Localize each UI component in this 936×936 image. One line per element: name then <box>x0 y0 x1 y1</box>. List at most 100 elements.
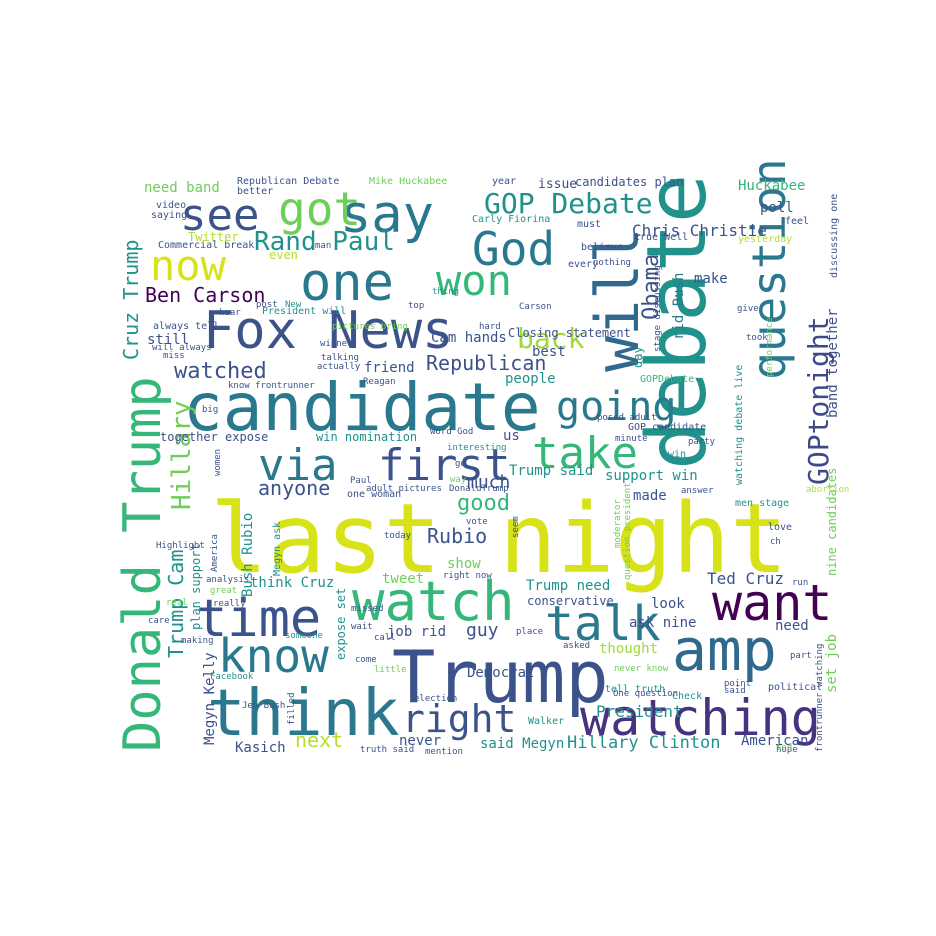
cloud-word: part <box>790 651 812 661</box>
cloud-word: top <box>408 301 424 311</box>
cloud-word: Jeb Bush <box>242 701 285 711</box>
cloud-word: guy <box>466 620 499 641</box>
cloud-word: Megyn Kelly <box>202 652 218 745</box>
cloud-word: day <box>631 346 645 368</box>
cloud-word: nothing <box>593 258 631 268</box>
cloud-word: Paul <box>350 476 372 486</box>
cloud-word: Trump Cam <box>164 550 188 658</box>
cloud-word: issue <box>538 177 577 192</box>
cloud-word: us <box>503 428 520 444</box>
cloud-word: Commercial break <box>158 240 254 251</box>
cloud-word: Ted Cruz <box>707 569 784 588</box>
cloud-word: Reagan <box>363 377 396 387</box>
cloud-word: interesting <box>447 443 507 453</box>
cloud-word: GOPDebate <box>640 374 694 385</box>
cloud-word: point <box>724 679 751 689</box>
cloud-word: fed <box>776 743 792 753</box>
cloud-word: conservative <box>527 594 614 608</box>
cloud-word: actually <box>317 362 361 372</box>
cloud-word: took <box>746 333 768 343</box>
cloud-word: GOPtonight <box>802 316 835 485</box>
cloud-word: hear <box>219 308 241 318</box>
cloud-word: talk <box>545 596 661 652</box>
cloud-word: Huckabee <box>738 178 805 194</box>
cloud-word: tweet <box>382 571 424 587</box>
cloud-word: know <box>218 629 329 683</box>
cloud-word: making <box>181 636 214 646</box>
cloud-word: New <box>285 300 302 310</box>
cloud-word: Democrat <box>467 665 534 681</box>
cloud-word: miss <box>163 351 185 361</box>
cloud-word: good <box>457 491 510 516</box>
cloud-word: year <box>492 176 516 187</box>
cloud-word: together expose <box>160 430 268 444</box>
cloud-word: watching <box>580 689 821 747</box>
cloud-word: candidate <box>183 369 541 446</box>
cloud-word: election <box>414 694 457 704</box>
cloud-word: President <box>596 702 683 721</box>
cloud-word: party <box>688 437 716 447</box>
cloud-word: American <box>741 733 808 749</box>
cloud-word: Rand Paul <box>254 227 395 257</box>
cloud-word: moderator <box>613 499 623 548</box>
cloud-word: got <box>278 182 361 236</box>
cloud-word: now <box>150 241 227 290</box>
cloud-word: nine candidates <box>825 468 839 576</box>
cloud-word: Cruz Trump <box>119 240 143 360</box>
cloud-word: word God <box>430 427 473 437</box>
cloud-word: feel <box>785 216 809 227</box>
cloud-word: winner <box>320 339 353 349</box>
cloud-word: man <box>315 241 331 251</box>
cloud-word: take <box>532 428 638 479</box>
cloud-word: run <box>792 578 808 588</box>
cloud-word: Trump <box>392 635 609 719</box>
cloud-word: post <box>256 300 278 310</box>
cloud-word: always tell <box>153 321 219 332</box>
cloud-word: mention <box>425 747 463 757</box>
cloud-word: even <box>269 248 298 262</box>
cloud-word: today <box>384 531 412 541</box>
cloud-word: believe <box>581 242 623 253</box>
cloud-word: need band <box>144 180 220 196</box>
cloud-word: think <box>207 677 400 751</box>
cloud-word: America <box>210 534 220 572</box>
cloud-word: one <box>300 253 394 313</box>
cloud-word: come <box>355 655 377 665</box>
cloud-word: way <box>450 475 467 485</box>
cloud-word: Check <box>672 691 702 702</box>
cloud-word: think Cruz <box>250 575 334 591</box>
cloud-word: answer <box>681 486 714 496</box>
cloud-word: must <box>577 219 601 230</box>
cloud-word: go <box>455 459 466 469</box>
cloud-word: give <box>737 304 759 314</box>
cloud-word: Rubio <box>427 524 487 548</box>
cloud-word: Trump need <box>526 578 610 594</box>
cloud-word: show <box>447 556 481 572</box>
cloud-word: true Well <box>634 232 688 243</box>
cloud-word: love <box>768 522 792 533</box>
cloud-word: men stage <box>735 498 789 509</box>
cloud-word: won <box>436 256 512 305</box>
cloud-word: Carly Fiorina <box>472 214 550 225</box>
cloud-word: expose set <box>334 588 348 660</box>
cloud-word: every <box>568 259 598 270</box>
cloud-word: watching debate live <box>734 365 745 485</box>
cloud-word: see <box>180 190 259 241</box>
cloud-word: hope <box>776 745 798 755</box>
cloud-word: Republican <box>426 351 546 375</box>
cloud-word: discussing one <box>829 194 840 278</box>
cloud-word: Walker <box>528 716 564 727</box>
cloud-word: need <box>775 618 809 634</box>
cloud-word: saying <box>151 210 187 221</box>
cloud-word: last night <box>210 483 788 595</box>
cloud-word: people <box>505 371 556 387</box>
cloud-word: little <box>374 665 407 675</box>
cloud-word: Cam hands <box>431 330 507 346</box>
cloud-word: set job <box>824 634 840 693</box>
cloud-word: minute <box>615 434 648 444</box>
cloud-word: Facebook <box>210 672 254 682</box>
cloud-word: watched <box>174 359 267 384</box>
cloud-word: never <box>399 733 441 749</box>
cloud-word: will always <box>152 343 212 353</box>
cloud-word: big <box>202 405 218 415</box>
